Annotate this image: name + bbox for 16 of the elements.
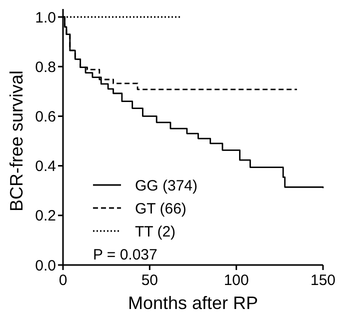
legend-label: GG (374) [135, 177, 198, 194]
y-axis-title: BCR-free survival [6, 70, 26, 212]
y-tick-label: 0.4 [35, 158, 56, 176]
y-tick-label: 0.8 [35, 58, 56, 76]
legend-label: TT (2) [135, 223, 176, 240]
x-tick-label: 50 [141, 272, 158, 289]
y-tick-label: 0.0 [35, 257, 56, 274]
x-axis-title: Months after RP [128, 293, 258, 313]
y-tick-label: 0.6 [35, 108, 56, 126]
x-tick-label: 150 [310, 272, 336, 289]
x-tick-label: 0 [58, 272, 68, 289]
y-tick-label: 0.2 [35, 208, 56, 225]
legend-label: GT (66) [135, 200, 186, 218]
y-tick-label: 1.0 [35, 9, 56, 26]
annotation: P = 0.037 [93, 246, 158, 264]
x-tick-label: 100 [224, 272, 249, 289]
